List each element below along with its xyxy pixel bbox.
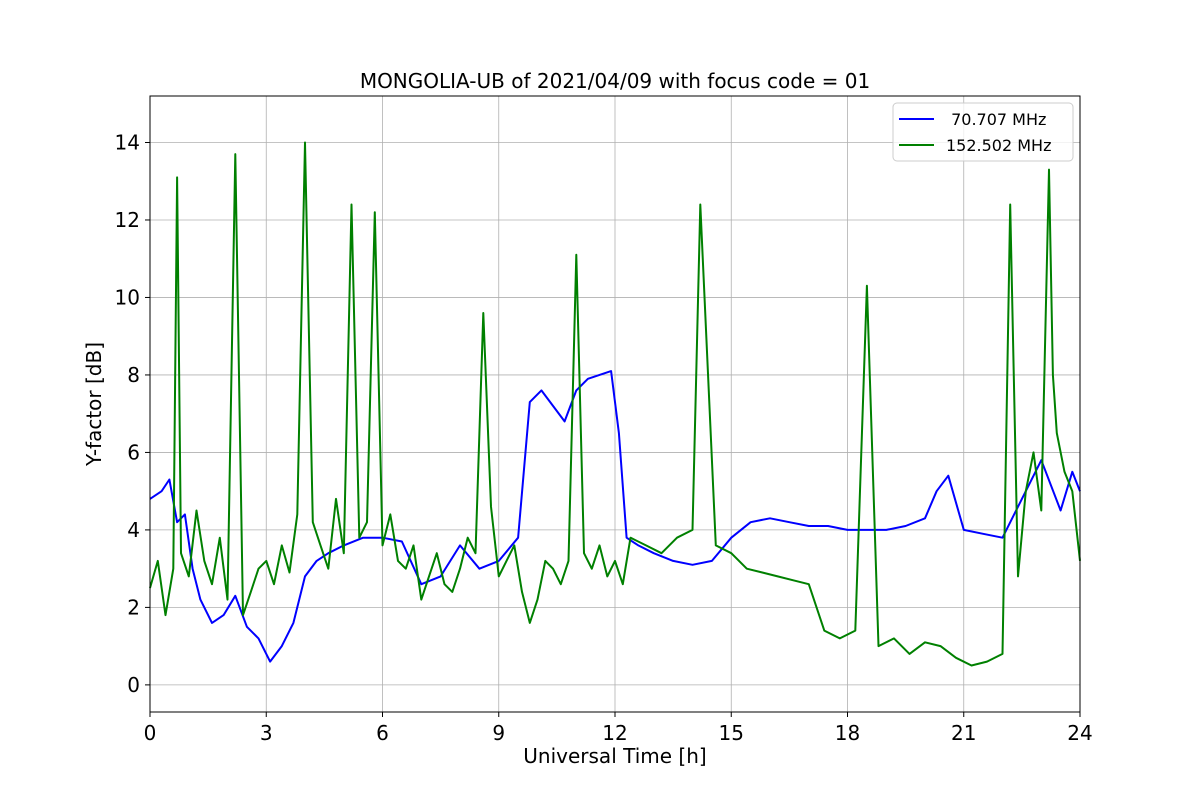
chart-title: MONGOLIA-UB of 2021/04/09 with focus cod…: [360, 69, 870, 93]
y-axis-label: Y-factor [dB]: [82, 342, 106, 467]
x-tick-label: 9: [492, 721, 505, 745]
x-axis: 0 3 6 9 12 15 18 21 24: [144, 712, 1093, 745]
x-tick-label: 18: [835, 721, 860, 745]
x-axis-label: Universal Time [h]: [523, 744, 706, 768]
legend-entry-series-2: 152.502 MHz: [946, 136, 1051, 155]
x-tick-label: 6: [376, 721, 389, 745]
y-tick-label: 6: [127, 440, 140, 464]
y-tick-label: 4: [127, 518, 140, 542]
legend-entry-series-1: 70.707 MHz: [946, 110, 1046, 129]
y-tick-label: 10: [115, 285, 140, 309]
legend-box: [892, 102, 1074, 162]
x-tick-label: 3: [260, 721, 273, 745]
x-tick-label: 15: [719, 721, 744, 745]
x-tick-label: 12: [602, 721, 627, 745]
y-tick-label: 12: [115, 208, 140, 232]
y-tick-label: 8: [127, 363, 140, 387]
legend: 70.707 MHz 152.502 MHz: [892, 102, 1074, 162]
series-line-2: [149, 141, 1081, 667]
series-layer: [149, 141, 1081, 667]
series-line-1: [149, 370, 1081, 663]
y-tick-label: 2: [127, 595, 140, 619]
x-tick-label: 24: [1067, 721, 1092, 745]
y-axis: 0 2 4 6 8 10 12 14: [115, 130, 150, 697]
x-tick-label: 0: [144, 721, 157, 745]
y-tick-label: 0: [127, 673, 140, 697]
x-tick-label: 21: [951, 721, 976, 745]
y-tick-label: 14: [115, 130, 140, 154]
